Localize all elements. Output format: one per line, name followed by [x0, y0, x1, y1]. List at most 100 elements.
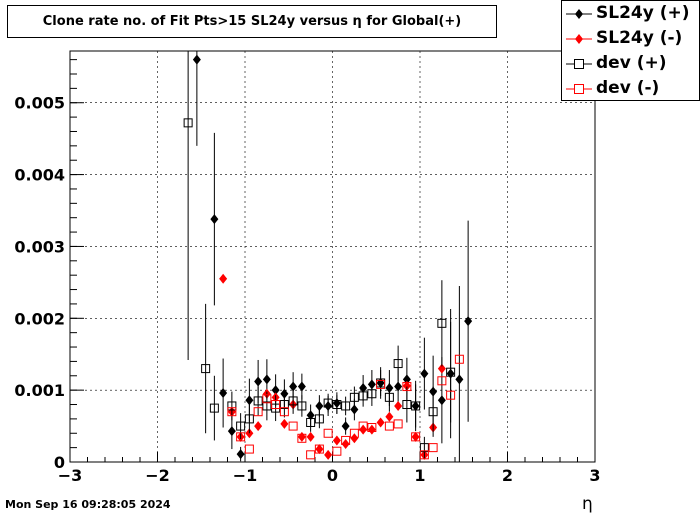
- data-point: [411, 431, 420, 442]
- data-point: [419, 443, 429, 453]
- data-point: [323, 398, 333, 408]
- data-point: [227, 407, 237, 417]
- data-point: [332, 446, 342, 456]
- data-point: [236, 421, 246, 431]
- y-tick-label: 0.004: [14, 166, 65, 185]
- data-point: [227, 426, 236, 437]
- data-point: [384, 421, 394, 431]
- data-point: [402, 400, 412, 410]
- data-point: [314, 414, 324, 424]
- y-tick-label: 0.002: [14, 309, 65, 328]
- data-point: [393, 419, 403, 429]
- data-point: [201, 364, 211, 374]
- data-point: [315, 444, 324, 455]
- data-point: [376, 417, 385, 428]
- grid-lines: [69, 51, 596, 462]
- data-point: [314, 444, 324, 454]
- legend: SL24y (+) SL24y (-) dev (+) dev (-): [561, 0, 700, 101]
- x-tick-label: 2: [502, 466, 513, 485]
- data-point: [367, 424, 376, 435]
- x-tick-label: −3: [58, 466, 83, 485]
- data-point: [394, 400, 403, 411]
- data-point: [236, 432, 246, 442]
- series-3: [183, 51, 456, 459]
- y-tick-label: 0.003: [14, 237, 65, 256]
- data-point: [244, 444, 254, 454]
- data-point: [350, 433, 359, 444]
- data-point: [367, 389, 377, 399]
- legend-label: dev (+): [596, 53, 667, 73]
- x-tick-label: 0: [327, 466, 338, 485]
- data-point: [245, 395, 254, 406]
- y-tick-label: 0.005: [14, 94, 65, 113]
- data-point: [402, 380, 411, 391]
- data-point: [219, 388, 228, 399]
- legend-item-sl24y-plus: SL24y (+): [562, 2, 699, 27]
- legend-label: SL24y (+): [596, 3, 690, 23]
- data-point: [358, 391, 368, 401]
- data-point: [297, 433, 307, 443]
- x-tick-label: 3: [589, 466, 600, 485]
- data-point: [384, 392, 394, 402]
- data-point: [349, 428, 359, 438]
- legend-label: dev (-): [596, 78, 660, 98]
- data-point: [315, 400, 324, 411]
- data-point: [306, 417, 316, 427]
- legend-label: SL24y (-): [596, 28, 683, 48]
- data-point: [437, 376, 447, 386]
- data-point: [332, 400, 342, 410]
- legend-marker-filled-diamond-black: [566, 9, 592, 19]
- data-point: [183, 118, 193, 128]
- legend-marker-open-square-red: [566, 84, 592, 94]
- data-point: [271, 400, 281, 410]
- data-point: [437, 395, 446, 406]
- chart-title-box: Clone rate no. of Fit Pts>15 SL24y versu…: [7, 5, 497, 38]
- data-point: [402, 382, 412, 392]
- data-point: [297, 381, 306, 392]
- data-point: [367, 423, 377, 433]
- data-point: [428, 407, 438, 417]
- data-point: [420, 368, 429, 379]
- data-point: [262, 374, 271, 385]
- data-point: [254, 376, 263, 387]
- data-point: [253, 407, 263, 417]
- legend-item-sl24y-minus: SL24y (-): [562, 27, 699, 52]
- data-point: [419, 450, 429, 460]
- data-point: [341, 421, 350, 432]
- data-point: [350, 404, 359, 415]
- data-point: [464, 316, 473, 327]
- series-layer: [183, 51, 473, 462]
- data-point: [210, 214, 219, 225]
- data-point: [349, 392, 359, 402]
- data-point: [280, 418, 289, 429]
- data-point: [428, 443, 438, 453]
- timestamp: Mon Sep 16 09:28:05 2024: [5, 498, 171, 511]
- series-4: [227, 354, 464, 460]
- data-point: [324, 449, 333, 460]
- x-axis-label: η: [582, 494, 593, 514]
- data-point: [254, 421, 263, 432]
- data-point: [376, 379, 386, 389]
- legend-marker-open-square-black: [566, 59, 592, 69]
- data-point: [271, 385, 280, 396]
- data-point: [288, 421, 298, 431]
- data-point: [288, 396, 298, 406]
- data-point: [454, 354, 464, 364]
- legend-item-dev-minus: dev (-): [562, 77, 699, 102]
- data-point: [236, 449, 245, 460]
- data-point: [323, 428, 333, 438]
- x-tick-label: 1: [414, 466, 425, 485]
- data-point: [341, 401, 351, 411]
- data-point: [279, 400, 289, 410]
- data-point: [446, 367, 456, 377]
- data-point: [341, 435, 351, 445]
- legend-item-dev-plus: dev (+): [562, 52, 699, 77]
- data-point: [227, 401, 237, 411]
- y-tick-label: 0.001: [14, 381, 65, 400]
- data-point: [437, 363, 446, 374]
- data-point: [262, 401, 272, 411]
- data-point: [402, 374, 411, 385]
- data-point: [385, 411, 394, 422]
- data-point: [253, 396, 263, 406]
